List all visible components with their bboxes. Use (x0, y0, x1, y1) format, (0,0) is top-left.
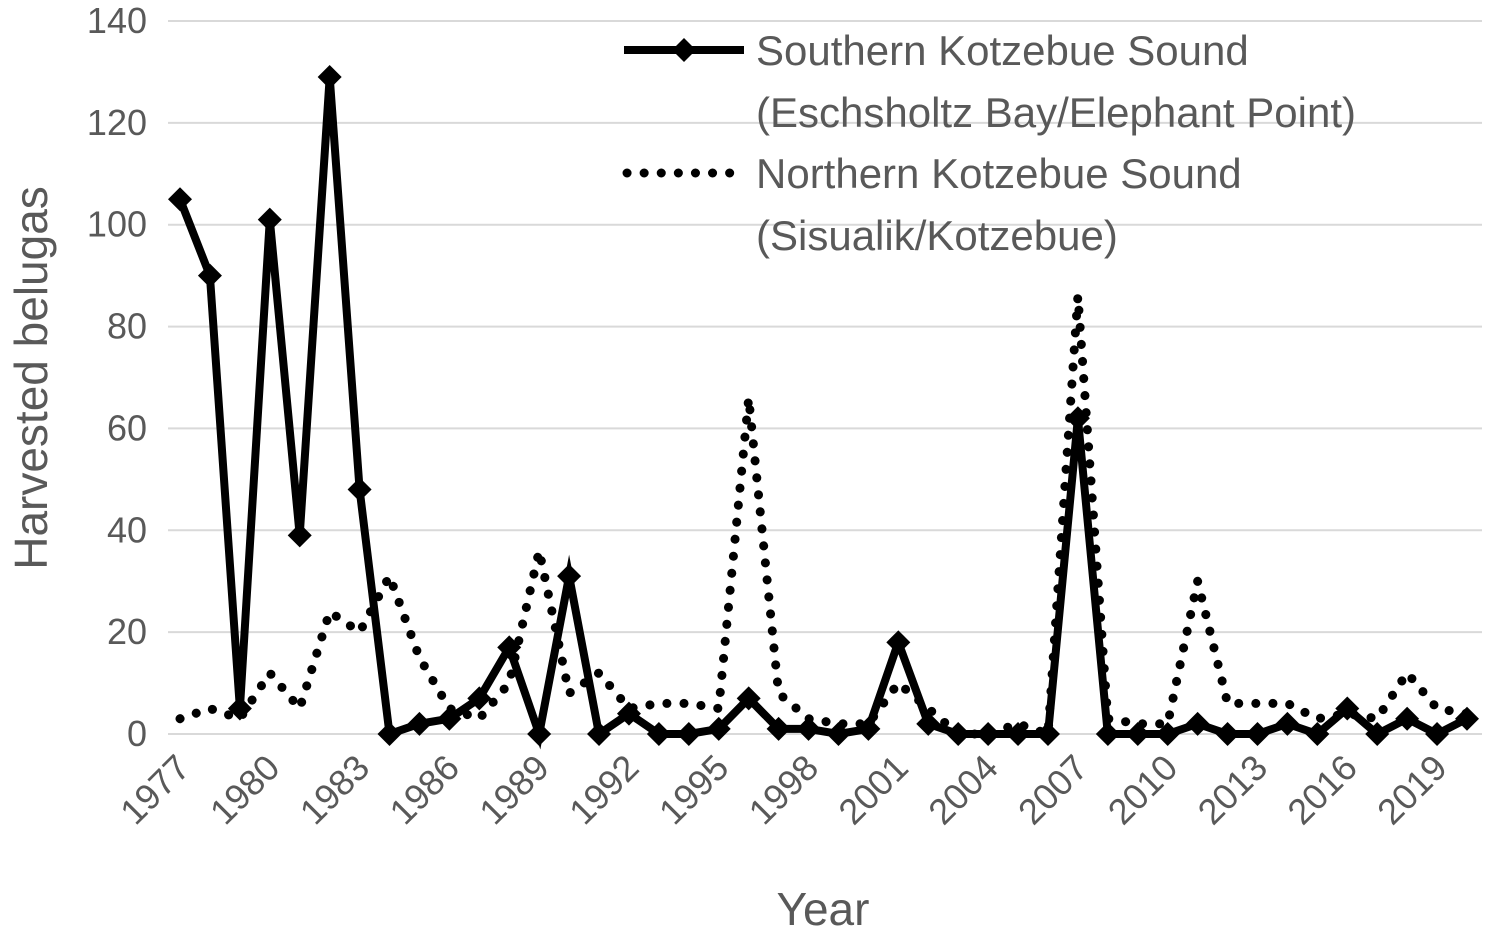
legend-label: (Eschsholtz Bay/Elephant Point) (756, 89, 1356, 136)
data-point-marker (1185, 711, 1210, 736)
data-point-marker (646, 722, 671, 746)
x-tick-label: 1992 (561, 747, 647, 833)
data-point-marker (1095, 722, 1120, 746)
data-point-marker (886, 630, 911, 655)
data-point-marker (766, 716, 791, 741)
data-point-marker (826, 722, 851, 746)
legend-marker (672, 38, 696, 62)
legend: Southern Kotzebue Sound (Eschsholtz Bay/E… (622, 27, 1356, 259)
data-point-marker (1245, 722, 1270, 746)
data-point-marker (257, 207, 282, 232)
legend-label: (Sisualik/Kotzebue) (756, 212, 1118, 259)
x-tick-label: 1980 (202, 747, 288, 833)
data-point-marker (1335, 696, 1360, 721)
data-point-marker (1006, 722, 1031, 746)
x-axis-title: Year (777, 883, 870, 934)
data-point-marker (587, 722, 612, 746)
x-tick-label: 1989 (471, 747, 557, 833)
data-point-marker (347, 477, 372, 502)
gridlines (168, 20, 1482, 735)
data-point-marker (377, 722, 402, 746)
x-axis-ticks: 1977 1980 1983 1986 1989 1992 1995 1998 2001 2004… (112, 747, 1455, 833)
x-tick-label: 2007 (1010, 747, 1096, 833)
data-point-marker (407, 711, 432, 736)
data-point-marker (168, 187, 192, 212)
data-point-marker (467, 686, 492, 711)
data-point-marker (197, 263, 222, 288)
series-line-northern (175, 291, 1472, 739)
x-tick-label: 2010 (1100, 747, 1186, 833)
data-point-marker (736, 686, 761, 711)
data-point-marker (1035, 722, 1060, 746)
data-point-marker (946, 722, 971, 746)
data-point-marker (287, 523, 312, 548)
data-point-marker (437, 706, 462, 731)
y-tick-label: 120 (87, 102, 147, 143)
data-point-marker (1275, 711, 1300, 736)
x-tick-label: 2004 (920, 747, 1006, 833)
x-tick-label: 2001 (830, 747, 916, 833)
data-point-marker (1365, 722, 1390, 746)
x-tick-label: 2013 (1190, 747, 1276, 833)
legend-label: Northern Kotzebue Sound (756, 150, 1242, 197)
data-point-marker (1155, 722, 1180, 746)
x-tick-label: 1977 (112, 747, 198, 833)
data-point-marker (1395, 706, 1420, 731)
data-point-marker (317, 65, 342, 90)
legend-label: Southern Kotzebue Sound (756, 27, 1249, 74)
x-tick-label: 2016 (1279, 747, 1365, 833)
y-tick-label: 40 (107, 509, 147, 550)
x-tick-label: 1986 (381, 747, 467, 833)
data-point-marker (1125, 722, 1150, 746)
data-point-marker (557, 564, 582, 589)
y-tick-label: 20 (107, 611, 147, 652)
y-axis-title: Harvested belugas (5, 186, 57, 570)
y-tick-label: 80 (107, 306, 147, 347)
x-tick-label: 2019 (1369, 747, 1455, 833)
data-point-marker (976, 722, 1001, 746)
y-tick-label: 0 (127, 713, 147, 754)
data-point-marker (1425, 722, 1450, 746)
data-point-marker (527, 722, 552, 746)
data-point-marker (1455, 706, 1479, 731)
data-point-marker (497, 635, 522, 660)
series-markers (168, 65, 1479, 746)
data-point-marker (916, 711, 941, 736)
x-tick-label: 1995 (651, 747, 737, 833)
data-point-marker (706, 716, 731, 741)
data-point-marker (1065, 406, 1090, 431)
data-point-marker (227, 696, 252, 721)
y-axis-ticks: 0 20 40 60 80 100 120 140 (87, 0, 147, 754)
y-tick-label: 60 (107, 407, 147, 448)
x-tick-label: 1983 (292, 747, 378, 833)
data-point-marker (856, 716, 881, 741)
data-point-marker (1215, 722, 1240, 746)
data-point-marker (796, 716, 821, 741)
y-tick-label: 100 (87, 204, 147, 245)
x-tick-label: 1998 (741, 747, 827, 833)
data-point-marker (676, 722, 701, 746)
data-point-marker (1305, 722, 1330, 746)
y-tick-label: 140 (87, 0, 147, 41)
data-point-marker (616, 701, 641, 726)
